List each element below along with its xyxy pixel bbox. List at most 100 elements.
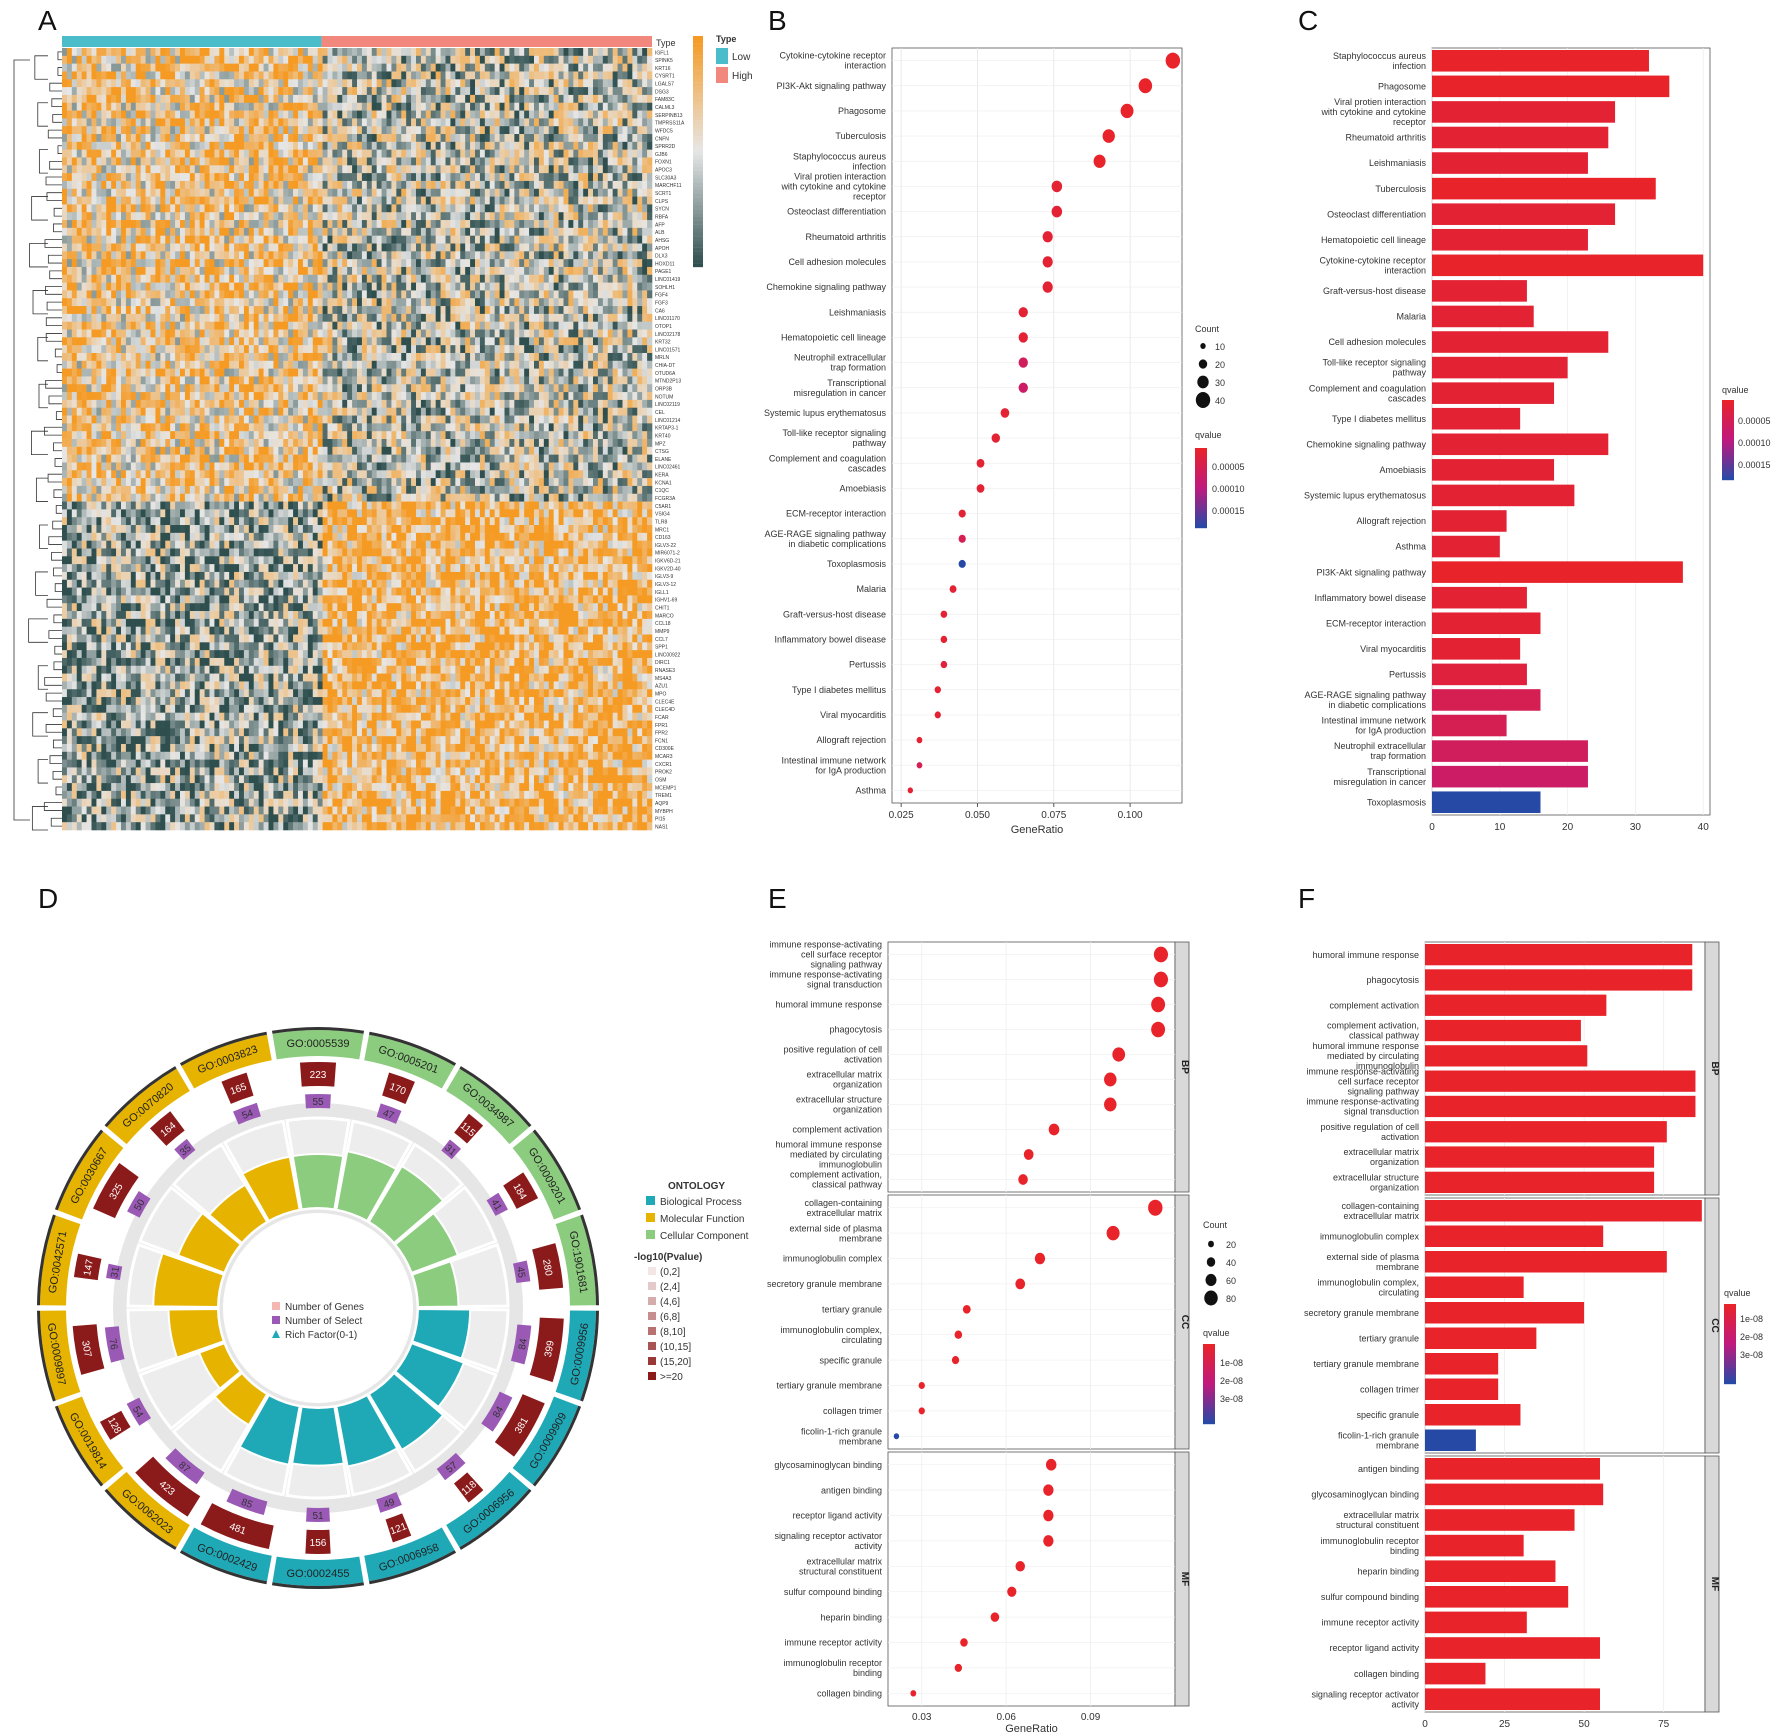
heatmap-cell bbox=[381, 313, 387, 322]
heatmap-cell bbox=[366, 313, 373, 322]
heatmap-cell bbox=[578, 63, 584, 72]
heatmap-cell bbox=[509, 55, 515, 64]
heatmap-cell bbox=[347, 71, 353, 80]
heatmap-cell bbox=[189, 180, 196, 190]
heatmap-cell bbox=[489, 298, 495, 307]
heatmap-cell bbox=[239, 180, 245, 190]
heatmap-cell bbox=[229, 126, 235, 135]
heatmap-cell bbox=[524, 173, 530, 182]
heatmap-cell bbox=[322, 141, 328, 150]
heatmap-cell bbox=[165, 118, 171, 127]
heatmap-cell bbox=[101, 173, 107, 182]
heatmap-cell bbox=[568, 243, 574, 252]
heatmap-cell bbox=[219, 345, 225, 354]
heatmap-cell bbox=[209, 321, 215, 330]
heatmap-cell bbox=[239, 220, 245, 229]
heatmap-cell bbox=[430, 55, 436, 64]
heatmap-cell bbox=[130, 274, 137, 283]
heatmap-cell bbox=[489, 87, 495, 96]
heatmap-cell bbox=[376, 79, 382, 88]
heatmap-cell bbox=[111, 134, 117, 143]
heatmap-cell bbox=[612, 360, 618, 369]
heatmap-cell bbox=[381, 134, 387, 143]
heatmap-cell bbox=[647, 290, 653, 299]
heatmap-cell bbox=[455, 266, 461, 276]
heatmap-cell bbox=[219, 259, 225, 268]
heatmap-cell bbox=[243, 368, 250, 377]
heatmap-cell bbox=[612, 165, 618, 174]
heatmap-cell bbox=[209, 110, 215, 119]
heatmap-cell bbox=[632, 71, 638, 80]
heatmap-cell bbox=[602, 337, 609, 346]
heatmap-cell bbox=[229, 165, 235, 174]
heatmap-cell bbox=[420, 360, 427, 369]
heatmap-cell bbox=[627, 282, 633, 291]
heatmap-cell bbox=[538, 55, 545, 64]
heatmap-cell bbox=[214, 55, 220, 64]
heatmap-cell bbox=[298, 126, 304, 135]
heatmap-cell bbox=[165, 337, 171, 346]
heatmap-cell bbox=[455, 274, 461, 283]
heatmap-cell bbox=[288, 63, 294, 72]
heatmap-cell bbox=[352, 352, 358, 362]
heatmap-cell bbox=[111, 165, 117, 174]
heatmap-cell bbox=[234, 298, 240, 307]
heatmap-cell bbox=[66, 298, 73, 307]
heatmap-cell bbox=[553, 110, 559, 119]
heatmap-cell bbox=[647, 329, 653, 338]
heatmap-cell bbox=[445, 87, 451, 96]
heatmap-cell bbox=[563, 126, 569, 135]
heatmap-cell bbox=[194, 63, 200, 72]
heatmap-cell bbox=[455, 345, 461, 354]
heatmap-cell bbox=[160, 259, 166, 268]
heatmap-cell bbox=[381, 55, 387, 64]
heatmap-cell bbox=[588, 149, 594, 158]
heatmap-cell bbox=[391, 321, 397, 330]
heatmap-cell bbox=[411, 180, 417, 190]
heatmap-cell bbox=[455, 251, 461, 260]
heatmap-cell bbox=[602, 71, 609, 80]
heatmap-cell bbox=[125, 290, 132, 299]
heatmap-cell bbox=[258, 141, 264, 150]
heatmap-cell bbox=[401, 63, 407, 72]
heatmap-cell bbox=[357, 243, 363, 252]
heatmap-cell bbox=[145, 165, 151, 174]
heatmap-cell bbox=[273, 251, 279, 260]
heatmap-cell bbox=[538, 196, 545, 205]
heatmap-cell bbox=[553, 227, 559, 236]
heatmap-cell bbox=[386, 87, 392, 96]
heatmap-cell bbox=[337, 173, 343, 182]
heatmap-cell bbox=[543, 235, 550, 244]
heatmap-cell bbox=[194, 368, 200, 377]
heatmap-cell bbox=[204, 63, 210, 72]
heatmap-cell bbox=[381, 180, 387, 190]
heatmap-cell bbox=[563, 243, 569, 252]
heatmap-cell bbox=[583, 360, 589, 369]
heatmap-cell bbox=[538, 212, 545, 221]
heatmap-cell bbox=[81, 196, 87, 205]
heatmap-cell bbox=[371, 126, 377, 135]
heatmap-cell bbox=[298, 204, 304, 213]
heatmap-cell bbox=[248, 345, 255, 354]
heatmap-cell bbox=[607, 298, 613, 307]
heatmap-cell bbox=[101, 94, 107, 104]
heatmap-cell bbox=[81, 212, 87, 221]
heatmap-cell bbox=[209, 220, 215, 229]
heatmap-cell bbox=[224, 274, 230, 283]
heatmap-cell bbox=[386, 180, 392, 190]
heatmap-cell bbox=[175, 141, 181, 150]
heatmap-cell bbox=[268, 79, 274, 88]
heatmap-cell bbox=[435, 212, 441, 221]
heatmap-cell bbox=[263, 321, 269, 330]
heatmap-cell bbox=[529, 220, 535, 229]
heatmap-cell bbox=[76, 118, 82, 127]
heatmap-cell bbox=[642, 188, 648, 197]
heatmap-cell bbox=[538, 134, 545, 143]
heatmap-cell bbox=[435, 134, 441, 143]
heatmap-cell bbox=[342, 165, 348, 174]
heatmap-cell bbox=[411, 157, 417, 166]
heatmap-cell bbox=[293, 306, 299, 315]
heatmap-cell bbox=[578, 126, 584, 135]
heatmap-cell bbox=[243, 149, 250, 158]
heatmap-cell bbox=[135, 79, 141, 88]
